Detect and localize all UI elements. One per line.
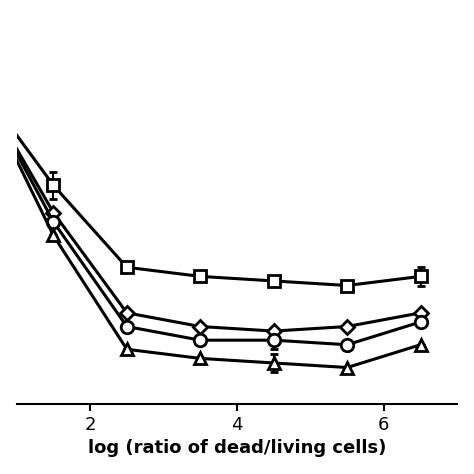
X-axis label: log (ratio of dead/living cells): log (ratio of dead/living cells) <box>88 439 386 457</box>
